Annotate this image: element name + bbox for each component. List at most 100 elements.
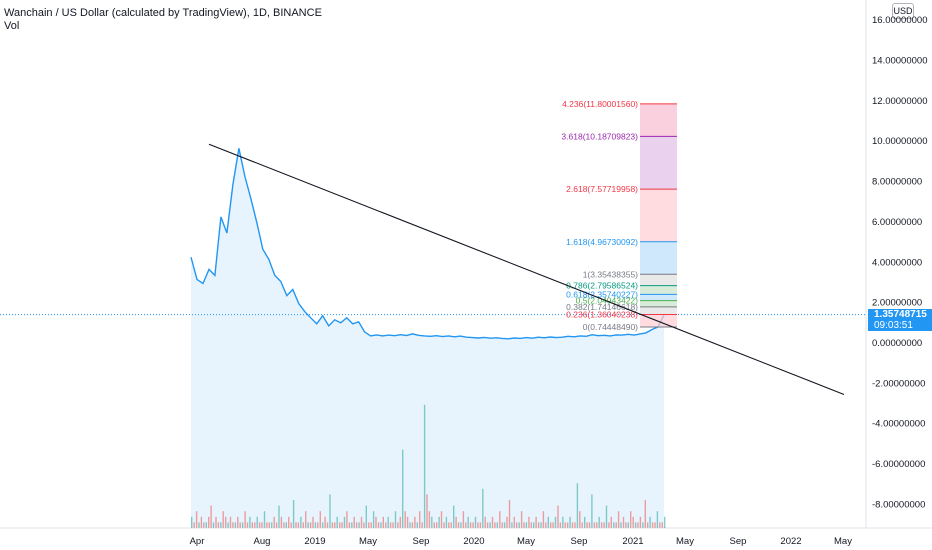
y-tick-label: -4.00000000 — [872, 419, 925, 430]
volume-bar — [309, 522, 312, 528]
volume-bar — [295, 522, 297, 528]
volume-bar — [559, 522, 562, 528]
volume-bar — [387, 516, 389, 528]
volume-bar — [533, 522, 535, 528]
volume-bar — [465, 522, 467, 528]
volume-bar — [576, 483, 579, 528]
x-tick-label: May — [517, 536, 535, 547]
volume-bar — [278, 505, 280, 528]
volume-bar — [550, 522, 552, 528]
volume-bar — [632, 516, 634, 528]
volume-bar — [210, 505, 212, 528]
volume-bar — [518, 522, 520, 528]
volume-bar — [460, 522, 462, 528]
volume-bar — [554, 516, 557, 528]
volume-bar — [540, 522, 542, 528]
volume-bar — [336, 516, 338, 528]
volume-bar — [503, 522, 506, 528]
volume-bar — [528, 516, 530, 528]
fib-level-label: 0.382(1.74146618) — [566, 302, 638, 312]
volume-bar — [625, 522, 627, 528]
volume-bar — [251, 522, 253, 528]
volume-bar — [375, 516, 377, 528]
volume-bar — [256, 516, 258, 528]
volume-indicator-label[interactable]: Vol — [4, 20, 20, 32]
volume-bar — [569, 516, 571, 528]
volume-bar — [423, 404, 426, 528]
volume-bar — [305, 511, 307, 528]
volume-bar — [348, 522, 351, 528]
x-tick-label: 2022 — [780, 536, 801, 547]
volume-bar — [639, 516, 642, 528]
y-tick-label: 14.00000000 — [872, 55, 927, 66]
volume-bar — [586, 522, 588, 528]
volume-bar — [564, 522, 566, 528]
y-tick-label: -6.00000000 — [872, 459, 925, 470]
volume-bar — [283, 522, 285, 528]
volume-bar — [584, 516, 586, 528]
x-tick-label: 2019 — [304, 536, 325, 547]
volume-bar — [428, 511, 431, 528]
volume-bar — [457, 522, 460, 528]
volume-bar — [329, 494, 331, 528]
volume-bar — [593, 522, 596, 528]
volume-bar — [608, 522, 610, 528]
currency-badge[interactable]: USD — [892, 3, 914, 19]
volume-bar — [227, 522, 229, 528]
volume-bar — [474, 516, 477, 528]
volume-bar — [203, 522, 205, 528]
volume-bar — [617, 511, 620, 528]
volume-bar — [351, 522, 353, 528]
x-tick-label: Aug — [254, 536, 271, 547]
y-tick-label: 2.00000000 — [872, 298, 922, 309]
volume-bar — [273, 516, 275, 528]
volume-bar — [659, 522, 661, 528]
volume-bar — [193, 522, 195, 528]
y-tick-label: 8.00000000 — [872, 177, 922, 188]
x-tick-label: 2020 — [463, 536, 484, 547]
volume-bar — [397, 522, 399, 528]
volume-bar — [455, 516, 457, 528]
volume-bar — [275, 522, 278, 528]
volume-bar — [225, 516, 227, 528]
volume-bar — [482, 488, 484, 528]
price-area-fill — [191, 148, 664, 529]
volume-bar — [372, 511, 375, 528]
price-line — [190, 148, 665, 340]
volume-bar — [499, 511, 501, 528]
volume-bar — [326, 522, 329, 528]
volume-bar — [574, 522, 576, 528]
fib-zone — [640, 294, 677, 301]
volume-bar — [319, 511, 321, 528]
volume-bar — [402, 449, 404, 528]
fib-zone — [640, 103, 677, 137]
volume-bar — [472, 522, 474, 528]
volume-bar — [516, 522, 518, 528]
volume-bar — [596, 522, 598, 528]
volume-bar — [280, 516, 283, 528]
volume-bar — [416, 522, 418, 528]
volume-bar — [411, 522, 414, 528]
volume-bar — [324, 516, 326, 528]
volume-bar — [664, 516, 666, 528]
volume-bar — [346, 511, 348, 528]
volume-bar — [605, 505, 608, 528]
volume-bar — [571, 522, 574, 528]
volume-bar — [513, 516, 515, 528]
y-tick-label: 6.00000000 — [872, 217, 922, 228]
volume-bar — [409, 522, 411, 528]
volume-bar — [494, 522, 496, 528]
volume-bar — [314, 522, 317, 528]
volume-bar — [557, 505, 559, 528]
volume-bar — [419, 511, 421, 528]
volume-bar — [588, 522, 591, 528]
volume-bar — [331, 522, 334, 528]
volume-bar — [501, 522, 503, 528]
volume-bar — [414, 516, 416, 528]
volume-bar — [339, 522, 341, 528]
fib-level-label: 0.618(2.35740227) — [566, 289, 638, 299]
volume-bar — [341, 522, 343, 528]
volume-bar — [436, 522, 438, 528]
volume-bar — [506, 516, 508, 528]
